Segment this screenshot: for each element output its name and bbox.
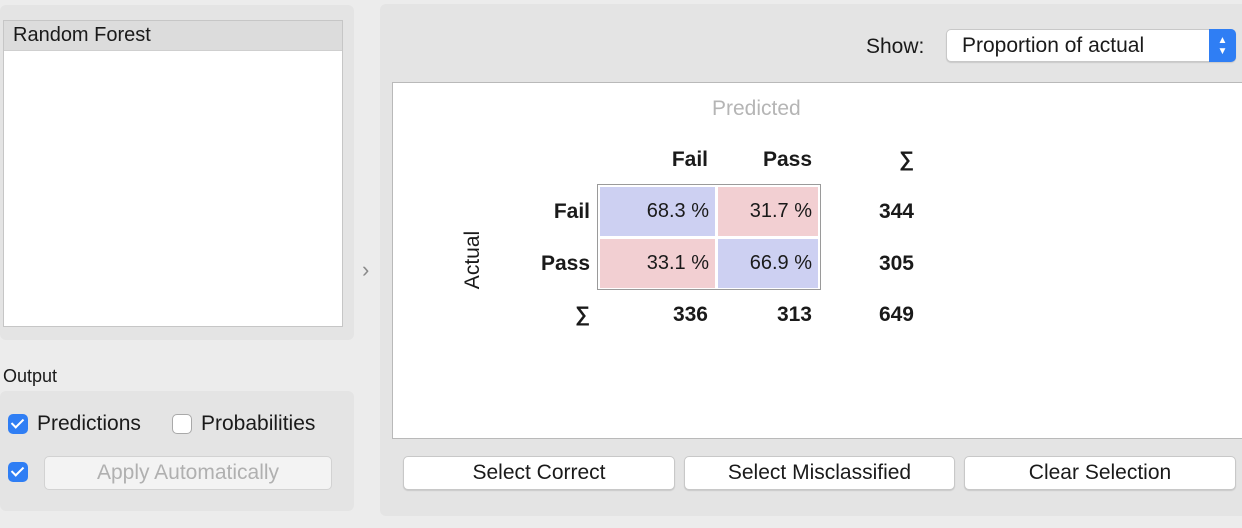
cell-fail-pass[interactable]: 31.7 % bbox=[718, 187, 818, 236]
row-header-pass: Pass bbox=[540, 252, 590, 275]
cell-pass-pass[interactable]: 66.9 % bbox=[718, 239, 818, 288]
clear-selection-button[interactable]: Clear Selection bbox=[964, 456, 1236, 490]
list-item[interactable]: Random Forest bbox=[4, 21, 342, 51]
show-select[interactable]: Proportion of actual ▲ ▼ bbox=[946, 29, 1236, 62]
actual-axis-label: Actual bbox=[461, 230, 484, 290]
show-select-value: Proportion of actual bbox=[962, 34, 1145, 57]
cell-pass-fail[interactable]: 33.1 % bbox=[600, 239, 715, 288]
predictions-checkbox[interactable] bbox=[8, 414, 28, 434]
probabilities-checkbox[interactable] bbox=[172, 414, 192, 434]
row-header-sum: ∑ bbox=[575, 303, 590, 326]
predicted-axis-label: Predicted bbox=[712, 97, 801, 120]
cell-fail-fail[interactable]: 68.3 % bbox=[600, 187, 715, 236]
col-total-fail: 336 bbox=[672, 303, 708, 326]
select-correct-button[interactable]: Select Correct bbox=[403, 456, 675, 490]
show-label: Show: bbox=[866, 35, 925, 58]
row-total-pass: 305 bbox=[878, 252, 914, 275]
select-arrows-icon: ▲ ▼ bbox=[1209, 29, 1236, 62]
predictions-label[interactable]: Predictions bbox=[37, 412, 141, 435]
row-header-fail: Fail bbox=[553, 200, 590, 223]
col-total-pass: 313 bbox=[776, 303, 812, 326]
select-misclassified-button[interactable]: Select Misclassified bbox=[684, 456, 955, 490]
chevron-right-icon[interactable]: › bbox=[362, 257, 370, 282]
output-panel bbox=[0, 391, 354, 511]
matrix-cells: 68.3 % 31.7 % 33.1 % 66.9 % bbox=[597, 184, 821, 290]
col-header-pass: Pass bbox=[762, 148, 812, 171]
row-total-fail: 344 bbox=[878, 200, 914, 223]
col-header-fail: Fail bbox=[671, 148, 708, 171]
col-header-sum: ∑ bbox=[899, 148, 914, 171]
apply-automatically-button[interactable]: Apply Automatically bbox=[44, 456, 332, 490]
grand-total: 649 bbox=[878, 303, 914, 326]
probabilities-label[interactable]: Probabilities bbox=[201, 412, 316, 435]
auto-apply-checkbox[interactable] bbox=[8, 462, 28, 482]
output-heading: Output bbox=[3, 366, 58, 386]
learners-list[interactable]: Random Forest bbox=[3, 20, 343, 327]
